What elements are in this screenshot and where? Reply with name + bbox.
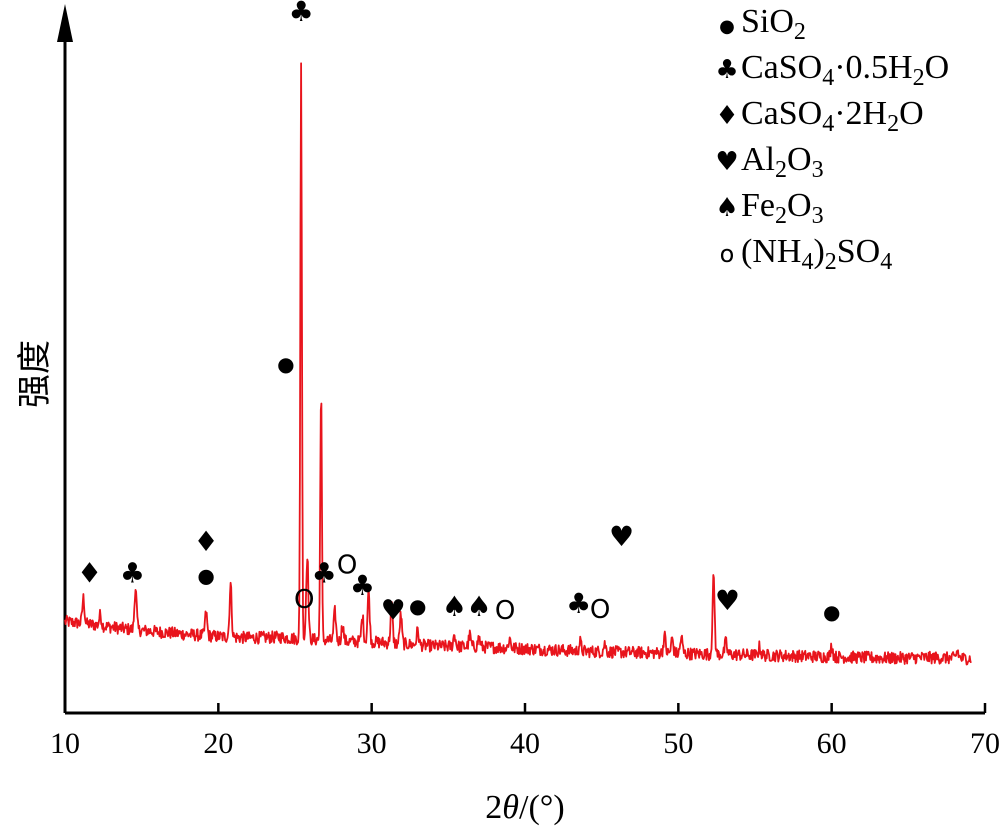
y-axis-title: 强度: [16, 340, 54, 408]
circle-marker: O: [294, 585, 314, 615]
legend-spade-marker: ♠: [715, 193, 738, 223]
diamond-marker: ♦: [194, 525, 219, 558]
legend-circle-marker: o: [720, 240, 735, 268]
legend-label: Fe2O3: [741, 187, 824, 229]
legend-dot-marker: ●: [719, 16, 735, 37]
diamond-marker: ♦: [77, 556, 102, 589]
x-tick-label: 50: [663, 727, 693, 760]
dot-marker: ●: [409, 594, 426, 618]
dot-marker: ●: [197, 563, 214, 587]
x-axis-title: 2θ/(°): [485, 789, 564, 826]
club-marker: ♣: [289, 0, 314, 28]
club-marker: ♣: [566, 587, 591, 620]
x-tick-label: 10: [50, 727, 80, 760]
legend-diamond-marker: ♦: [715, 101, 738, 131]
dot-marker: ●: [823, 600, 840, 624]
heart-marker: ♥: [715, 584, 740, 617]
legend-label: (NH4)2SO4: [741, 233, 892, 275]
x-tick-label: 60: [817, 727, 847, 760]
legend-label: Al2O3: [741, 141, 824, 183]
legend-heart-marker: ♥: [715, 147, 738, 177]
x-tick-label: 20: [203, 727, 233, 760]
circle-marker: O: [337, 551, 357, 581]
circle-marker: O: [495, 596, 515, 626]
dot-marker: ●: [277, 352, 294, 376]
x-tick-label: 30: [357, 727, 387, 760]
heart-marker: ♥: [609, 520, 634, 553]
x-axis-ticks: 10 20 30 40 50 60 70: [50, 703, 1000, 760]
legend-label: SiO2: [741, 3, 806, 45]
legend-label: CaSO4·0.5H2O: [741, 49, 949, 91]
club-marker: ♣: [350, 569, 375, 602]
legend: ● SiO2♣ CaSO4·0.5H2O♦ CaSO4·2H2O♥ Al2O3♠ Fe2O…: [715, 3, 949, 275]
y-axis-arrow: [57, 4, 73, 42]
legend-club-marker: ♣: [715, 55, 738, 85]
phase-markers: ♣●♦ ♣♦●O♣ O♣♥ ● ♠ ♠ O ♣O♥♥ ●: [77, 0, 840, 627]
spade-marker: ♠: [466, 590, 491, 623]
legend-label: CaSO4·2H2O: [741, 95, 924, 137]
circle-marker: O: [590, 595, 610, 625]
x-tick-label: 40: [510, 727, 540, 760]
club-marker: ♣: [120, 556, 145, 589]
plot-area: [64, 62, 972, 666]
club-marker: ♣: [312, 556, 337, 589]
x-tick-label: 70: [970, 727, 1000, 760]
heart-marker: ♥: [381, 594, 406, 627]
xrd-series-line: [64, 62, 972, 666]
spade-marker: ♠: [442, 590, 467, 623]
